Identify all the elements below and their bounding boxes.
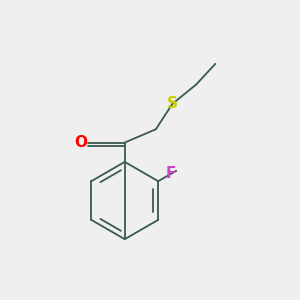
Text: F: F bbox=[166, 166, 176, 181]
Text: O: O bbox=[74, 135, 88, 150]
Text: S: S bbox=[167, 96, 178, 111]
